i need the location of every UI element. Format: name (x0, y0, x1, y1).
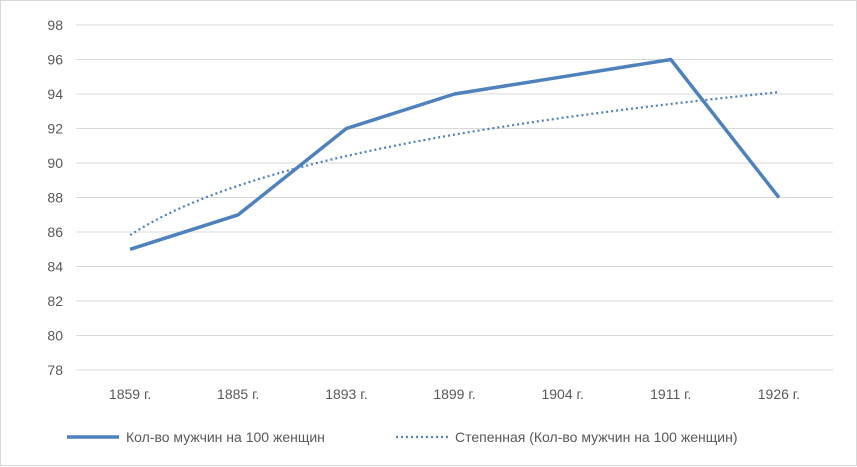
data-series-line (130, 60, 779, 250)
y-tick-label: 86 (47, 224, 63, 240)
y-tick-label: 94 (47, 86, 63, 102)
y-tick-label: 78 (47, 362, 63, 378)
y-tick-label: 90 (47, 155, 63, 171)
y-tick-label: 80 (47, 328, 63, 344)
x-tick-label: 1904 г. (541, 386, 583, 402)
legend-label-series-1: Степенная (Кол-во мужчин на 100 женщин) (455, 429, 737, 445)
x-tick-label: 1859 г. (109, 386, 151, 402)
series (130, 59, 779, 249)
x-tick-label: 1911 г. (650, 386, 691, 402)
x-tick-label: 1926 г. (758, 386, 800, 402)
legend-item-series-0: Кол-во мужчин на 100 женщин (67, 429, 325, 445)
y-tick-label: 84 (47, 259, 63, 275)
y-tick-label: 88 (47, 190, 63, 206)
grid (76, 25, 833, 370)
x-tick-label: 1899 г. (433, 386, 475, 402)
x-axis: 1859 г. 1885 г. 1893 г. 1899 г. 1904 г. 1911 … (109, 386, 800, 402)
y-tick-label: 98 (47, 17, 63, 33)
x-tick-label: 1893 г. (325, 386, 367, 402)
y-tick-label: 82 (47, 293, 63, 309)
y-tick-label: 92 (47, 121, 63, 137)
legend-label-series-0: Кол-во мужчин на 100 женщин (126, 429, 325, 445)
y-tick-label: 96 (47, 52, 63, 68)
trendline-series (130, 92, 779, 235)
x-tick-label: 1885 г. (217, 386, 259, 402)
legend-item-series-1: Степенная (Кол-во мужчин на 100 женщин) (396, 429, 737, 445)
y-axis: 78 80 82 84 86 88 90 92 94 96 98 (47, 17, 63, 378)
legend: Кол-во мужчин на 100 женщин Степенная (К… (67, 429, 737, 445)
